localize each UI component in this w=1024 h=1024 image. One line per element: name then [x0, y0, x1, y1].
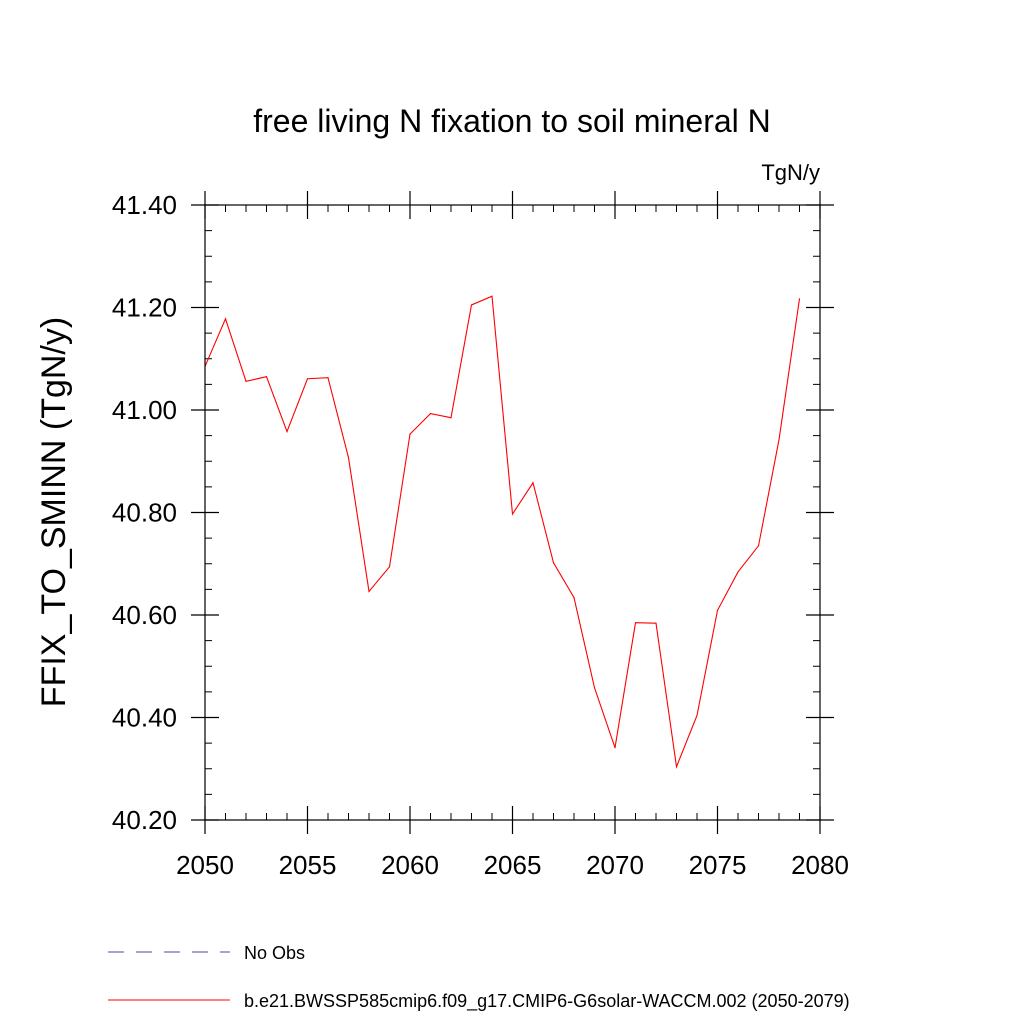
- plot-frame: [204, 204, 821, 821]
- y-axis-label: FFIX_TO_SMINN (TgN/y): [35, 317, 73, 707]
- data-point: [368, 590, 370, 593]
- data-series: [204, 295, 801, 769]
- legend: No Obs b.e21.BWSSP585cmip6.f09_g17.CMIP6…: [108, 943, 850, 1012]
- data-point: [552, 562, 555, 564]
- units-label: TgN/y: [761, 160, 820, 185]
- x-tick-label: 2060: [381, 850, 439, 880]
- y-tick-label: 41.00: [112, 395, 177, 425]
- data-point: [327, 377, 329, 379]
- data-point: [593, 687, 596, 689]
- x-tick-label: 2075: [689, 850, 747, 880]
- legend-label-model: b.e21.BWSSP585cmip6.f09_g17.CMIP6-G6sola…: [244, 991, 850, 1012]
- data-point: [286, 430, 288, 433]
- data-point: [696, 714, 698, 717]
- series-line-0: [204, 295, 801, 769]
- y-tick-label: 41.40: [112, 190, 177, 220]
- data-point: [757, 545, 760, 547]
- data-point: [450, 417, 452, 419]
- data-point: [655, 622, 657, 624]
- y-tick-label: 40.60: [112, 600, 177, 630]
- data-point: [798, 298, 801, 300]
- x-tick-label: 2055: [279, 850, 337, 880]
- data-point: [224, 318, 227, 320]
- data-point: [532, 482, 534, 484]
- data-point: [614, 747, 616, 749]
- chart-title: free living N fixation to soil mineral N: [253, 103, 771, 139]
- data-point: [245, 380, 247, 382]
- data-point: [347, 457, 350, 459]
- data-point: [265, 376, 268, 378]
- x-tick-label: 2070: [586, 850, 644, 880]
- data-point: [778, 439, 780, 441]
- data-point: [573, 596, 575, 599]
- y-tick-label: 40.40: [112, 703, 177, 733]
- tick-labels: 2050 2055 2060 2065 2070 2075 2080 40.20 40.40 40…: [112, 190, 849, 880]
- data-point: [675, 766, 678, 768]
- data-point: [716, 609, 719, 611]
- data-point: [306, 378, 309, 380]
- x-tick-label: 2080: [791, 850, 849, 880]
- data-point: [511, 513, 514, 515]
- data-point: [491, 295, 493, 297]
- x-tick-label: 2050: [176, 850, 234, 880]
- y-tick-label: 41.20: [112, 293, 177, 323]
- data-point: [388, 566, 391, 568]
- data-point: [634, 622, 637, 624]
- y-tick-label: 40.80: [112, 498, 177, 528]
- data-point: [409, 433, 411, 435]
- y-tick-label: 40.20: [112, 805, 177, 835]
- legend-label-no-obs: No Obs: [244, 943, 305, 963]
- data-point: [470, 304, 473, 306]
- x-tick-label: 2065: [484, 850, 542, 880]
- data-point: [429, 412, 432, 415]
- data-point: [737, 571, 739, 573]
